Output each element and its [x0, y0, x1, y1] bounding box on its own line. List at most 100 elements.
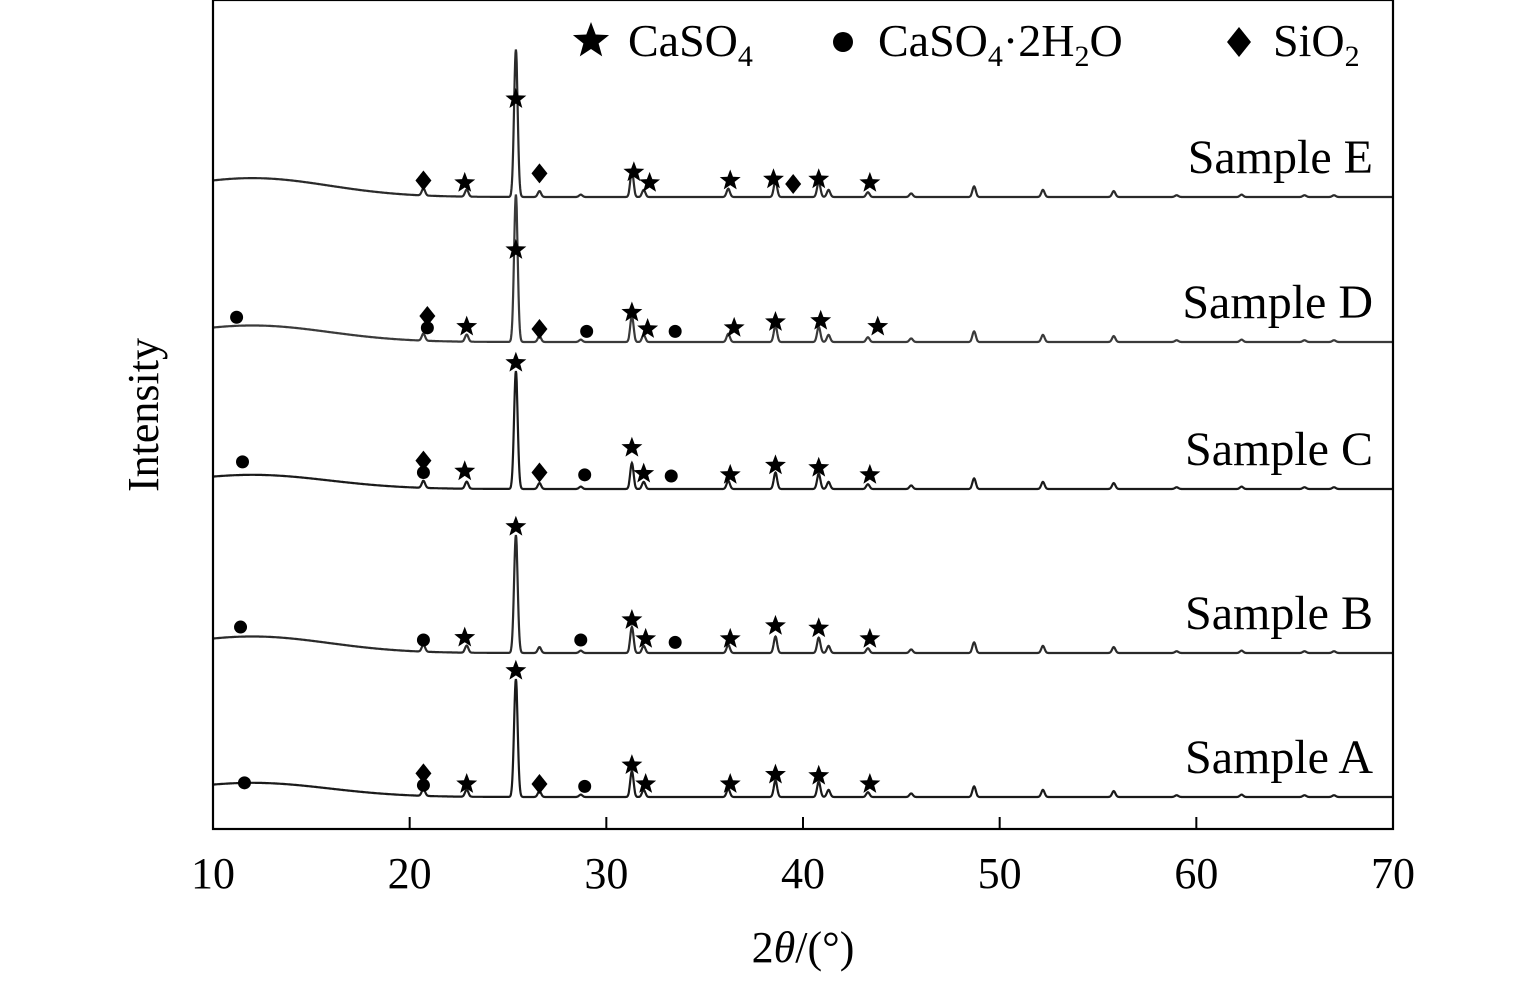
caso4-star-marker	[454, 626, 476, 647]
x-axis-title-prefix: 2	[752, 923, 774, 972]
legend-entry-gypsum: CaSO4·2H2O	[833, 15, 1123, 73]
gypsum-circle-marker	[574, 633, 588, 647]
caso4-star-marker	[505, 88, 527, 108]
gypsum-circle-marker	[664, 469, 678, 483]
xrd-trace-sample-c	[213, 370, 1393, 491]
legend-label-sio2: SiO2	[1273, 15, 1360, 73]
series-layer	[212, 49, 1393, 799]
plot-frame	[211, 0, 1395, 831]
sample-label: Sample E	[1188, 131, 1373, 184]
sio2-diamond-marker	[415, 170, 432, 191]
caso4-star-marker	[719, 773, 741, 793]
sample-label: Sample C	[1185, 423, 1373, 476]
x-axis-ticks: 10 20 30 40 50 60 70	[191, 817, 1415, 898]
legend-star-icon	[572, 22, 610, 57]
sample-label: Sample B	[1185, 587, 1373, 640]
caso4-star-marker	[454, 171, 476, 192]
caso4-star-marker	[719, 169, 741, 190]
caso4-star-marker	[456, 315, 478, 336]
caso4-star-marker	[719, 627, 741, 648]
caso4-star-marker	[765, 763, 786, 784]
x-tick-label: 40	[781, 849, 825, 898]
sio2-diamond-marker	[531, 163, 548, 184]
caso4-star-marker	[505, 351, 527, 372]
x-tick-label: 30	[584, 849, 628, 898]
legend: CaSO4 CaSO4·2H2O SiO2	[572, 15, 1360, 73]
xrd-trace-sample-e	[212, 49, 1393, 199]
gypsum-circle-marker	[668, 324, 682, 338]
caso4-star-marker	[765, 310, 786, 331]
caso4-star-marker	[808, 617, 830, 638]
caso4-star-marker	[810, 309, 832, 330]
caso4-star-marker	[765, 614, 786, 635]
sio2-diamond-marker	[415, 450, 432, 471]
caso4-star-marker	[621, 754, 643, 775]
legend-sub-caso4: 4	[738, 40, 753, 73]
caso4-star-marker	[621, 301, 643, 322]
caso4-star-marker	[639, 171, 661, 192]
gypsum-circle-marker	[416, 778, 430, 792]
x-axis-title-theta: θ	[774, 923, 796, 972]
gypsum-circle-marker	[578, 779, 592, 793]
caso4-star-marker	[454, 460, 476, 481]
caso4-star-marker	[808, 456, 830, 477]
caso4-star-marker	[859, 627, 881, 648]
sio2-diamond-marker	[415, 763, 432, 784]
legend-circle-icon	[833, 32, 853, 52]
gypsum-circle-marker	[234, 620, 248, 634]
caso4-star-marker	[859, 773, 881, 793]
y-axis-title: Intensity	[119, 338, 168, 492]
sio2-diamond-marker	[531, 462, 548, 483]
x-tick-label: 50	[978, 849, 1022, 898]
x-axis-title-suffix: /(°)	[795, 923, 854, 972]
caso4-star-marker	[505, 515, 527, 536]
x-tick-label: 70	[1371, 849, 1415, 898]
caso4-star-marker	[505, 659, 527, 680]
caso4-star-marker	[763, 168, 784, 189]
sample-label-layer: Sample A Sample B Sample C Sample D Sample E	[1182, 131, 1373, 784]
legend-entry-caso4: CaSO4	[572, 15, 753, 73]
caso4-star-marker	[456, 773, 478, 793]
legend-label-caso4: CaSO4	[628, 15, 753, 73]
sio2-diamond-marker	[419, 306, 436, 327]
caso4-star-marker	[719, 463, 741, 484]
caso4-star-marker	[723, 316, 745, 337]
sio2-diamond-marker	[531, 319, 548, 340]
caso4-star-marker	[808, 168, 830, 189]
caso4-star-marker	[808, 764, 830, 785]
caso4-star-marker	[765, 454, 786, 475]
legend-label-gypsum: CaSO4·2H2O	[878, 15, 1123, 73]
caso4-star-marker	[635, 627, 657, 648]
gypsum-circle-marker	[416, 633, 430, 647]
legend-entry-sio2: SiO2	[1227, 15, 1360, 73]
plot-area: Sample A Sample B Sample C Sample D Sample E	[212, 49, 1393, 799]
caso4-star-marker	[635, 773, 657, 793]
x-tick-label: 10	[191, 849, 235, 898]
xrd-trace-sample-a	[213, 678, 1393, 799]
caso4-star-marker	[505, 238, 527, 259]
caso4-star-marker	[859, 463, 881, 484]
x-tick-label: 20	[388, 849, 432, 898]
xrd-trace-sample-b	[213, 534, 1393, 655]
gypsum-circle-marker	[580, 324, 594, 338]
gypsum-circle-marker	[236, 455, 249, 469]
xrd-trace-sample-d	[213, 194, 1393, 344]
caso4-star-marker	[633, 462, 655, 483]
sample-label: Sample D	[1182, 276, 1373, 329]
x-axis-title: 2θ/(°)	[752, 923, 855, 972]
gypsum-circle-marker	[230, 310, 244, 324]
caso4-star-marker	[621, 436, 643, 457]
gypsum-circle-marker	[237, 776, 251, 790]
gypsum-circle-marker	[420, 321, 434, 335]
legend-diamond-icon	[1227, 27, 1251, 57]
caso4-star-marker	[859, 171, 881, 192]
sample-label: Sample A	[1185, 731, 1373, 784]
x-tick-label: 60	[1174, 849, 1218, 898]
gypsum-circle-marker	[668, 635, 682, 649]
peak-marker-layer	[230, 88, 889, 795]
sio2-diamond-marker	[531, 774, 548, 795]
caso4-star-marker	[621, 608, 643, 629]
caso4-star-marker	[637, 318, 659, 338]
sio2-diamond-marker	[785, 174, 802, 195]
